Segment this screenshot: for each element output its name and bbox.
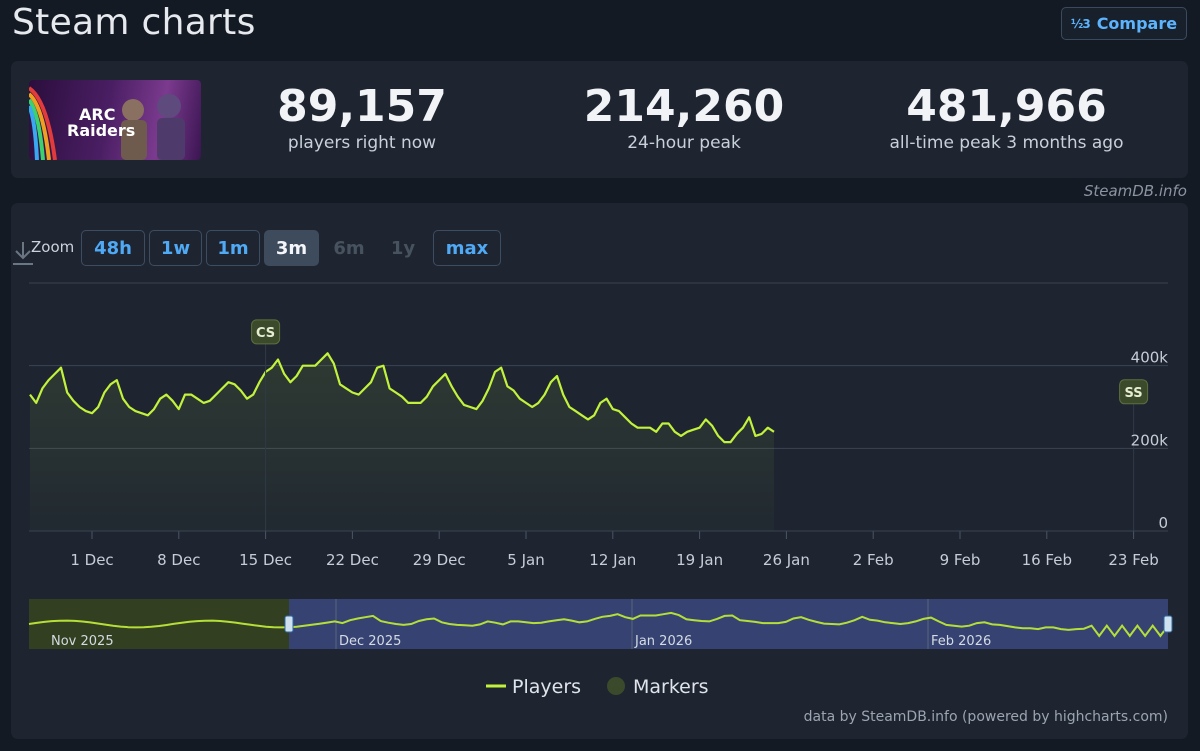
players-chart[interactable]: CS SS 0 200k 400k 1 Dec 8 Dec 15 Dec 22 Dec 29 … — [11, 203, 1188, 739]
stat-all-time-peak: 481,966 all-time peak 3 months ago — [874, 79, 1139, 153]
x-tick-label: 29 Dec — [413, 551, 466, 569]
compare-label: Compare — [1096, 14, 1178, 33]
stat-value: 89,157 — [277, 81, 447, 132]
zoom-3m-button[interactable]: 3m — [264, 230, 319, 266]
legend-markers-swatch — [607, 677, 625, 695]
navigator-label: Jan 2026 — [634, 634, 692, 649]
players-area — [30, 353, 774, 531]
navigator-handle-right — [1163, 615, 1173, 633]
x-tick-label: 1 Dec — [70, 551, 113, 569]
stat-players-now: 89,157 players right now — [252, 79, 472, 153]
marker-flag — [251, 319, 281, 345]
stats-card: ARC Raiders 89,157 players right now 214… — [11, 61, 1188, 178]
source-label: SteamDB.info — [1083, 182, 1187, 200]
navigator-selected-region — [289, 599, 1168, 649]
footer-credit: data by SteamDB.info (powered by highcha… — [803, 709, 1168, 725]
navigator-handle-left — [284, 615, 294, 633]
game-logo-text-2: Raiders — [67, 121, 135, 140]
stat-label: players right now — [287, 133, 437, 153]
zoom-1m-button[interactable]: 1m — [206, 230, 260, 266]
game-cover-art: ARC Raiders — [29, 86, 185, 160]
navigator-label: Dec 2025 — [339, 634, 401, 649]
legend-markers-label: Markers — [633, 676, 709, 698]
navigator-label: Feb 2026 — [931, 634, 991, 649]
x-tick-label: 9 Feb — [940, 551, 981, 569]
zoom-6m-button: 6m — [323, 230, 375, 266]
zoom-label: Zoom — [31, 238, 75, 256]
x-tick-label: 15 Dec — [239, 551, 292, 569]
stat-label: all-time peak 3 months ago — [889, 133, 1124, 153]
game-cover-image[interactable]: ARC Raiders — [29, 80, 201, 160]
navigator-line — [28, 611, 1169, 638]
y-tick-label: 400k — [1131, 349, 1169, 367]
navigator-label: Nov 2025 — [51, 634, 114, 649]
x-tick-label: 22 Dec — [326, 551, 379, 569]
marker-label: CS — [256, 326, 275, 341]
x-tick-label: 16 Feb — [1022, 551, 1072, 569]
legend-players-label: Players — [512, 676, 581, 698]
x-tick-label: 19 Jan — [676, 551, 723, 569]
game-logo-text-1: ARC — [79, 105, 115, 124]
stat-label: 24-hour peak — [627, 133, 741, 153]
stat-value: 214,260 — [583, 81, 785, 132]
x-tick-label: 12 Jan — [589, 551, 636, 569]
compare-icon: ½3 — [1070, 16, 1091, 31]
players-line — [29, 352, 775, 444]
zoom-1w-button[interactable]: 1w — [149, 230, 202, 266]
download-icon[interactable] — [11, 240, 35, 266]
x-tick-label: 26 Jan — [763, 551, 810, 569]
x-tick-label: 2 Feb — [853, 551, 894, 569]
chart-card: Zoom 48h 1w 1m 3m 6m 1y max CS SS 0 200k 40… — [11, 203, 1188, 739]
marker-flag — [1119, 379, 1149, 405]
zoom-max-button[interactable]: max — [433, 230, 501, 266]
y-tick-label: 200k — [1131, 431, 1169, 449]
marker-label: SS — [1125, 386, 1143, 401]
x-tick-label: 8 Dec — [157, 551, 200, 569]
compare-button[interactable]: ½3 Compare — [1061, 7, 1187, 40]
y-tick-label: 0 — [1158, 514, 1168, 532]
page-title: Steam charts — [12, 2, 256, 43]
zoom-48h-button[interactable]: 48h — [81, 230, 145, 266]
stat-value: 481,966 — [906, 81, 1107, 132]
zoom-1y-button: 1y — [379, 230, 427, 266]
x-tick-label: 23 Feb — [1108, 551, 1158, 569]
x-tick-label: 5 Jan — [507, 551, 544, 569]
stat-24h-peak: 214,260 24-hour peak — [574, 79, 794, 153]
